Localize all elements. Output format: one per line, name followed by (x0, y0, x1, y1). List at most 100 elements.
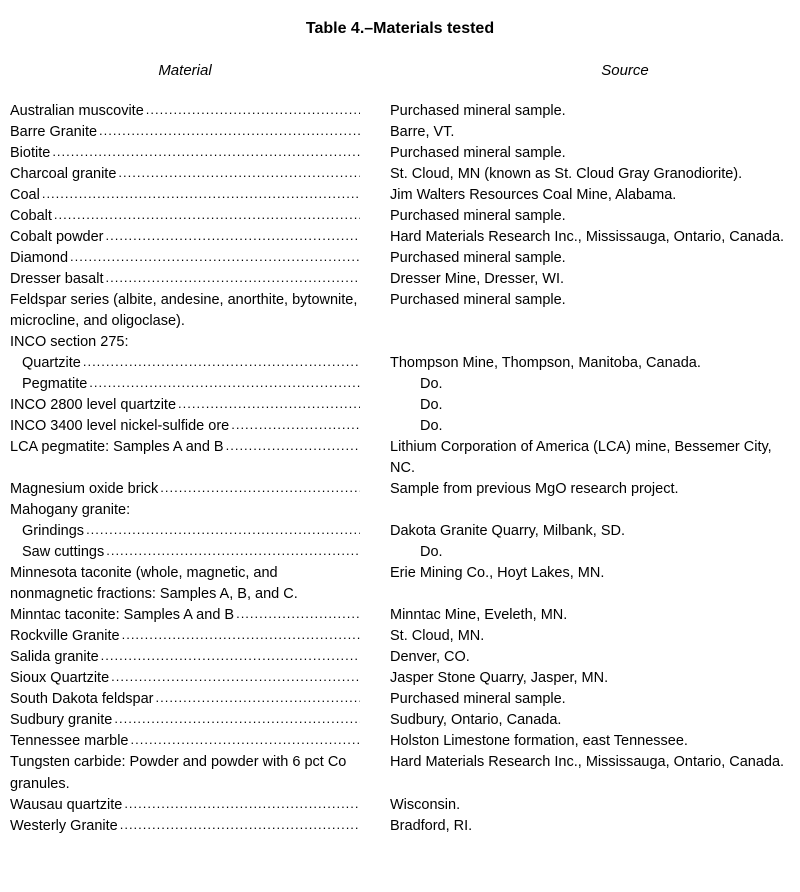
dot-leader: ........................................… (106, 227, 361, 246)
table-row: Tungsten carbide: Powder and powder with… (10, 752, 790, 794)
dot-leader: ........................................… (122, 626, 360, 645)
material-text: Charcoal granite (10, 164, 118, 185)
material-text: Cobalt powder (10, 227, 106, 248)
material-text: Wausau quartzite (10, 795, 124, 816)
dot-leader: ........................................… (101, 647, 360, 666)
material-cell: Sudbury granite.........................… (10, 710, 360, 731)
material-cell: Coal....................................… (10, 185, 360, 206)
source-cell: Hard Materials Research Inc., Mississaug… (360, 752, 790, 773)
source-cell: Holston Limestone formation, east Tennes… (360, 731, 790, 752)
table-row: Barre Granite...........................… (10, 122, 790, 143)
material-text: INCO 2800 level quartzite (10, 395, 178, 416)
material-text: Dresser basalt (10, 269, 105, 290)
dot-leader: ........................................… (111, 668, 360, 687)
source-cell: Barre, VT. (360, 122, 790, 143)
material-cell: Pegmatite...............................… (10, 374, 360, 395)
material-cell: Charcoal granite........................… (10, 164, 360, 185)
material-cell: Grindings...............................… (10, 521, 360, 542)
material-cell: Feldspar series (albite, andesine, anort… (10, 290, 360, 332)
dot-leader: ........................................… (131, 731, 361, 750)
material-text: Feldspar series (albite, andesine, anort… (10, 290, 360, 332)
material-cell: Barre Granite...........................… (10, 122, 360, 143)
source-cell: Denver, CO. (360, 647, 790, 668)
material-text: Westerly Granite (10, 816, 120, 837)
material-cell: INCO 2800 level quartzite...............… (10, 395, 360, 416)
material-cell: Wausau quartzite........................… (10, 795, 360, 816)
source-cell: Bradford, RI. (360, 816, 790, 837)
table-row: Dresser basalt..........................… (10, 269, 790, 290)
dot-leader: ........................................… (54, 206, 360, 225)
dot-leader: ........................................… (89, 374, 360, 393)
material-cell: Mahogany granite: (10, 500, 360, 521)
source-cell: Hard Materials Research Inc., Mississaug… (360, 227, 790, 248)
table-row: Sioux Quartzite.........................… (10, 668, 790, 689)
material-cell: Tungsten carbide: Powder and powder with… (10, 752, 360, 794)
table-row: Salida granite..........................… (10, 647, 790, 668)
source-cell: Sudbury, Ontario, Canada. (360, 710, 790, 731)
table-row: Biotite.................................… (10, 143, 790, 164)
material-cell: Saw cuttings............................… (10, 542, 360, 563)
material-text: Salida granite (10, 647, 101, 668)
dot-leader: ........................................… (42, 185, 360, 204)
table-row: Grindings...............................… (10, 521, 790, 542)
material-text: Tennessee marble (10, 731, 131, 752)
table-row: Magnesium oxide brick...................… (10, 479, 790, 500)
table-row: Tennessee marble........................… (10, 731, 790, 752)
table-row: INCO 3400 level nickel-sulfide ore......… (10, 416, 790, 437)
material-cell: INCO section 275: (10, 332, 360, 353)
dot-leader: ........................................… (52, 143, 360, 162)
dot-leader: ........................................… (83, 353, 360, 372)
material-cell: INCO 3400 level nickel-sulfide ore......… (10, 416, 360, 437)
dot-leader: ........................................… (120, 816, 360, 835)
material-cell: Cobalt powder...........................… (10, 227, 360, 248)
material-cell: Dresser basalt..........................… (10, 269, 360, 290)
source-cell: Thompson Mine, Thompson, Manitoba, Canad… (360, 353, 790, 374)
source-cell: St. Cloud, MN (known as St. Cloud Gray G… (360, 164, 790, 185)
material-text: Sudbury granite (10, 710, 114, 731)
table-row: Feldspar series (albite, andesine, anort… (10, 290, 790, 332)
source-cell: Jim Walters Resources Coal Mine, Alabama… (360, 185, 790, 206)
dot-leader: ........................................… (178, 395, 360, 414)
material-cell: Rockville Granite.......................… (10, 626, 360, 647)
source-cell: St. Cloud, MN. (360, 626, 790, 647)
dot-leader: ........................................… (114, 710, 360, 729)
source-cell: Erie Mining Co., Hoyt Lakes, MN. (360, 563, 790, 584)
dot-leader: ........................................… (236, 605, 360, 624)
source-cell: Minntac Mine, Eveleth, MN. (360, 605, 790, 626)
table-row: LCA pegmatite: Samples A and B..........… (10, 437, 790, 479)
material-text: Cobalt (10, 206, 54, 227)
source-cell: Purchased mineral sample. (360, 101, 790, 122)
table-row: INCO section 275: (10, 332, 790, 353)
dot-leader: ........................................… (146, 101, 360, 120)
material-cell: Salida granite..........................… (10, 647, 360, 668)
source-cell: Purchased mineral sample. (360, 689, 790, 710)
material-text: Rockville Granite (10, 626, 122, 647)
source-cell: Lithium Corporation of America (LCA) min… (360, 437, 790, 479)
material-text: Quartzite (22, 353, 83, 374)
dot-leader: ........................................… (226, 437, 360, 456)
source-cell: Purchased mineral sample. (360, 290, 790, 311)
material-cell: Australian muscovite....................… (10, 101, 360, 122)
dot-leader: ........................................… (106, 542, 360, 561)
material-text: South Dakota feldspar (10, 689, 155, 710)
table-row: Westerly Granite........................… (10, 816, 790, 837)
material-cell: Minnesota taconite (whole, magnetic, and… (10, 563, 360, 605)
dot-leader: ........................................… (86, 521, 360, 540)
material-cell: LCA pegmatite: Samples A and B..........… (10, 437, 360, 458)
dot-leader: ........................................… (99, 122, 360, 141)
table-row: South Dakota feldspar...................… (10, 689, 790, 710)
material-cell: Cobalt..................................… (10, 206, 360, 227)
material-cell: Biotite.................................… (10, 143, 360, 164)
table-row: Coal....................................… (10, 185, 790, 206)
dot-leader: ........................................… (231, 416, 360, 435)
table-row: Australian muscovite....................… (10, 101, 790, 122)
table-row: Diamond.................................… (10, 248, 790, 269)
material-cell: South Dakota feldspar...................… (10, 689, 360, 710)
material-text: Magnesium oxide brick (10, 479, 160, 500)
table-row: Rockville Granite.......................… (10, 626, 790, 647)
source-cell: Purchased mineral sample. (360, 248, 790, 269)
source-cell: Do. (360, 395, 790, 416)
table-title: Table 4.–Materials tested (10, 20, 790, 38)
table-row: Saw cuttings............................… (10, 542, 790, 563)
source-cell: Purchased mineral sample. (360, 143, 790, 164)
